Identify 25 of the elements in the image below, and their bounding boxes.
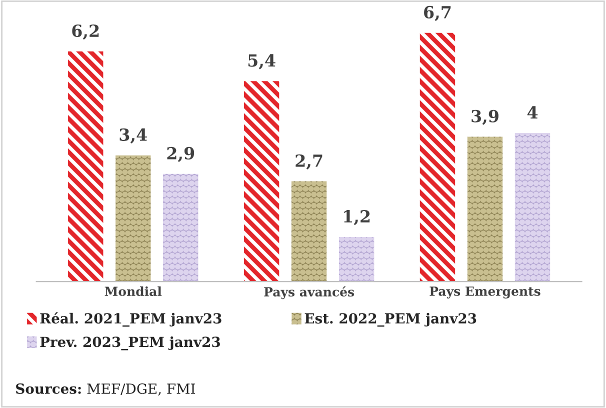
x-tick-label: Pays Emergents <box>430 286 540 298</box>
legend-label: Réal. 2021_PEM janv23 <box>40 312 222 327</box>
data-label: 2,9 <box>167 146 194 162</box>
source-note: Sources: MEF/DGE, FMI <box>16 383 196 396</box>
data-label: 6,2 <box>72 24 99 40</box>
data-label: 3,4 <box>120 128 147 144</box>
data-label: 6,7 <box>424 6 451 22</box>
bar <box>420 32 456 282</box>
bar <box>338 236 374 282</box>
legend-label: Prev. 2023_PEM janv23 <box>40 336 220 350</box>
legend-label: Est. 2022_PEM janv23 <box>304 312 476 327</box>
data-label: 2,7 <box>296 154 322 170</box>
x-tick-label: Mondial <box>104 286 162 296</box>
bar <box>163 174 198 282</box>
data-label: 4 <box>527 106 538 118</box>
x-tick-label: Pays avancés <box>264 286 354 300</box>
bar <box>291 181 327 282</box>
data-label: 1,2 <box>344 210 370 226</box>
data-label: 5,4 <box>248 54 276 70</box>
bar <box>467 136 503 282</box>
bar <box>514 133 550 282</box>
bar <box>68 51 104 282</box>
data-label: 3,9 <box>472 110 498 125</box>
bar <box>244 81 280 282</box>
bar <box>116 155 151 282</box>
